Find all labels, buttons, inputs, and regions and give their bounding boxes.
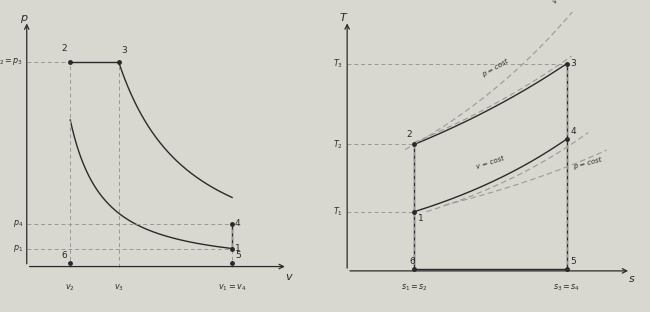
Text: 4: 4	[235, 219, 240, 228]
Text: $p_1$: $p_1$	[13, 243, 23, 254]
Text: 2: 2	[407, 130, 412, 139]
Text: $s_1=s_2$: $s_1=s_2$	[401, 283, 428, 293]
Text: $s$: $s$	[628, 274, 636, 284]
Text: v = cost: v = cost	[475, 155, 505, 170]
Text: $v_2$: $v_2$	[66, 283, 75, 294]
Text: 3: 3	[571, 59, 577, 68]
Text: 2: 2	[62, 44, 68, 53]
Text: $p_4$: $p_4$	[13, 218, 23, 229]
Text: $T_2$: $T_2$	[333, 138, 343, 151]
Text: 4: 4	[571, 127, 576, 136]
Text: $p_2=p_3$: $p_2=p_3$	[0, 56, 23, 67]
Text: $p$: $p$	[20, 13, 29, 25]
Text: 5: 5	[571, 257, 577, 266]
Text: v = cost: v = cost	[552, 0, 578, 5]
Text: 3: 3	[121, 46, 127, 55]
Text: $T_1$: $T_1$	[333, 205, 343, 218]
Text: $T_3$: $T_3$	[333, 57, 343, 70]
Text: $v_3$: $v_3$	[114, 283, 124, 294]
Text: 6: 6	[62, 251, 68, 260]
Text: 6: 6	[410, 257, 415, 266]
Text: p = cost: p = cost	[482, 58, 510, 78]
Text: $v_1=v_4$: $v_1=v_4$	[218, 283, 246, 294]
Text: $v$: $v$	[285, 272, 294, 282]
Text: $s_3=s_4$: $s_3=s_4$	[553, 283, 580, 293]
Text: 1: 1	[418, 214, 424, 223]
Text: $T$: $T$	[339, 11, 349, 22]
Text: 1: 1	[235, 244, 240, 253]
Text: 5: 5	[235, 251, 240, 260]
Text: p = cost: p = cost	[573, 156, 603, 170]
